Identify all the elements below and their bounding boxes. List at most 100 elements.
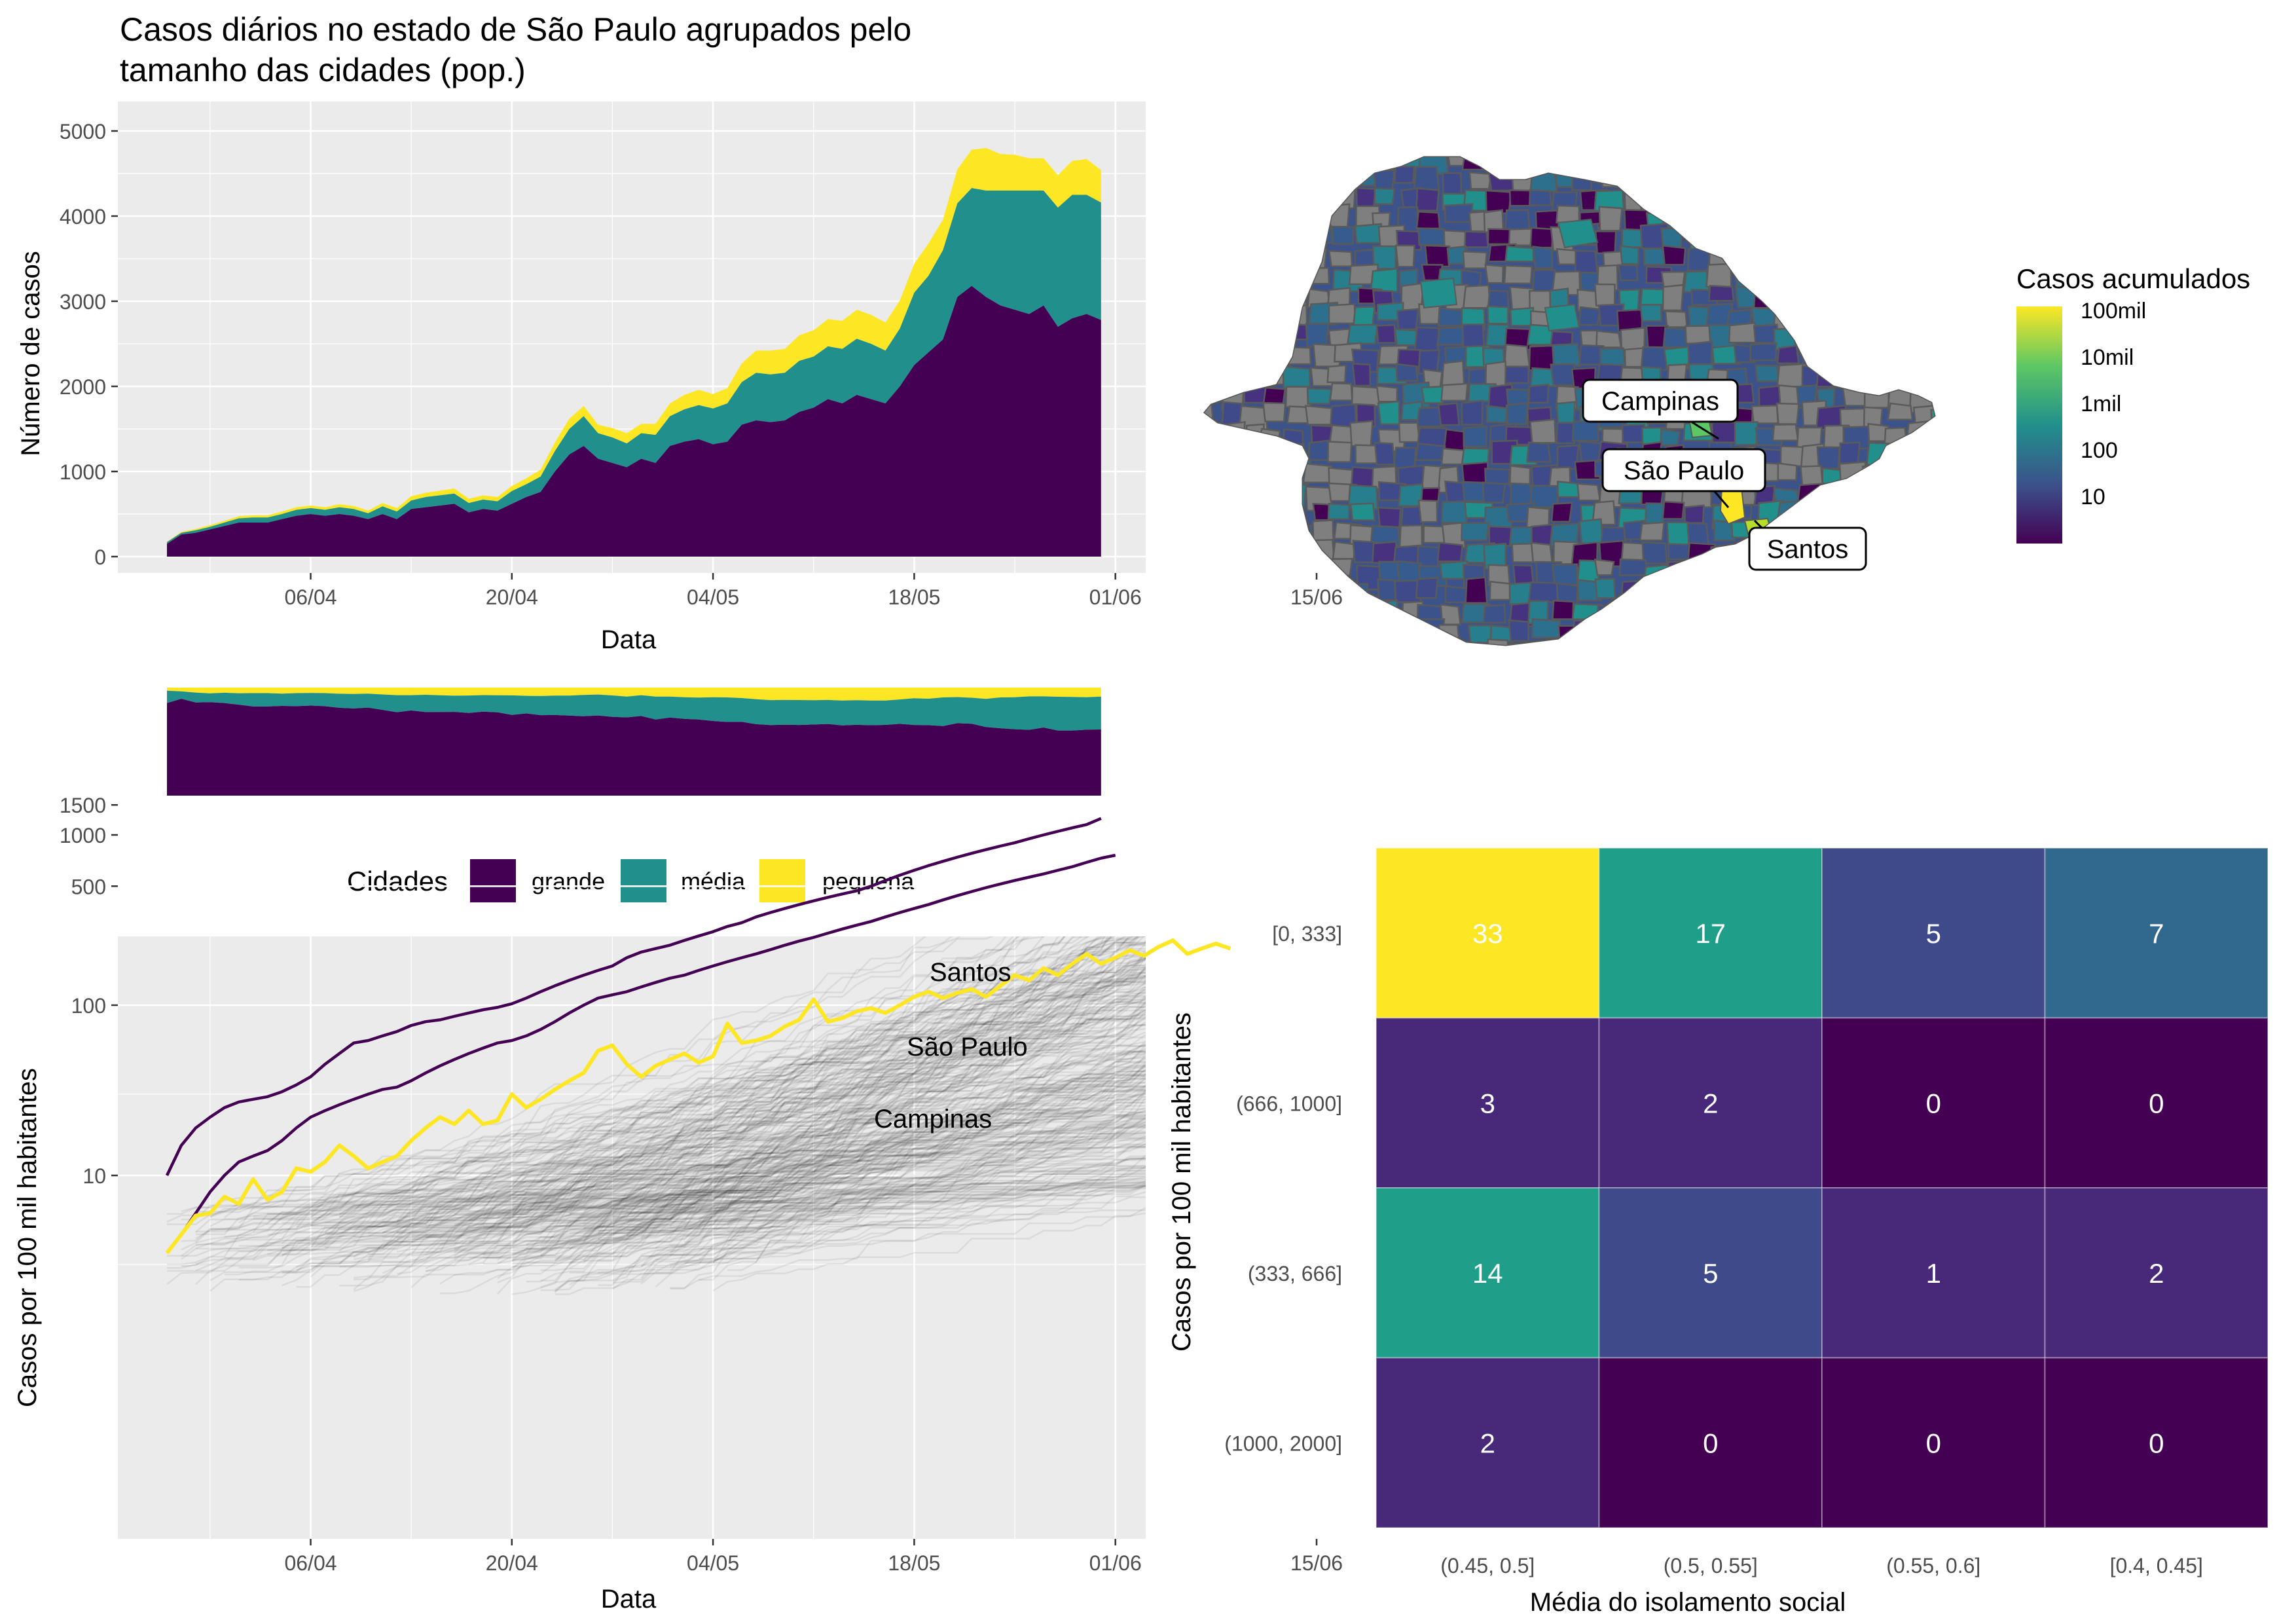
background-city-line [469, 1073, 1146, 1259]
background-city-line [224, 936, 1146, 1238]
municipality [1509, 642, 1531, 645]
y-tick-label: 3000 [60, 290, 106, 314]
municipality [1882, 562, 1906, 585]
municipality [1683, 563, 1708, 585]
background-city-line [612, 1158, 1146, 1221]
municipality [1594, 558, 1615, 576]
municipality [1795, 305, 1820, 331]
heatmap-y-tick-label: (666, 1000] [1236, 1092, 1342, 1115]
area-pequena [167, 148, 1101, 542]
municipality [1749, 250, 1778, 272]
municipality [1932, 363, 1935, 388]
municipality [1906, 343, 1929, 365]
municipality [1446, 644, 1471, 645]
municipality [1927, 461, 1935, 485]
municipality [1932, 598, 1935, 621]
municipality [1927, 284, 1935, 312]
municipality [1440, 382, 1468, 402]
municipality [1904, 525, 1935, 544]
background-city-line [181, 1124, 1146, 1260]
municipality [1436, 326, 1466, 346]
municipality [1645, 619, 1672, 637]
background-city-line [310, 968, 1146, 1247]
background-city-line [669, 1125, 1146, 1268]
heatmap-cell [2044, 1357, 2269, 1528]
municipality [1887, 641, 1914, 645]
strip-pequena [167, 688, 1101, 701]
municipality [1394, 166, 1415, 184]
background-city-line [325, 1021, 1146, 1224]
heatmap-y-tick-label: [0, 333] [1272, 922, 1342, 946]
background-city-line [454, 936, 1021, 1259]
background-city-line [598, 974, 1146, 1286]
y-tick-label: 4000 [60, 205, 106, 229]
background-city-line [497, 958, 1146, 1264]
municipality [1462, 284, 1491, 309]
background-city-line [310, 936, 1099, 1226]
background-city-line [282, 936, 1090, 1287]
background-city-line [511, 1077, 1146, 1264]
municipality [1503, 265, 1533, 285]
municipality [1687, 542, 1716, 560]
municipality [1772, 640, 1798, 645]
heatmap-cell-value: 0 [1926, 1428, 1941, 1458]
municipality [1594, 578, 1616, 599]
background-city-line [282, 936, 1133, 1256]
municipality [1912, 183, 1932, 208]
municipality [1733, 577, 1765, 602]
municipality [1931, 205, 1935, 227]
x-tick-label: 06/04 [284, 1551, 337, 1575]
background-city-line [397, 1002, 1146, 1222]
municipality [1556, 401, 1576, 425]
municipality [1931, 424, 1935, 449]
municipality [1772, 423, 1799, 441]
municipality [1287, 346, 1312, 365]
background-city-line [167, 1173, 1146, 1269]
municipality [1796, 243, 1824, 267]
municipality [1882, 285, 1911, 312]
municipality [1578, 306, 1601, 326]
municipality [1823, 343, 1852, 367]
background-city-line [195, 955, 1146, 1233]
line-santos [165, 817, 1102, 1176]
background-city-line [454, 1185, 1146, 1215]
municipality [1215, 642, 1238, 645]
municipality [1529, 227, 1554, 249]
municipality [1544, 303, 1580, 332]
municipality [1889, 340, 1913, 365]
x-tick-label: 06/04 [284, 585, 337, 609]
background-city-line [526, 1183, 1146, 1246]
municipality [1556, 204, 1580, 224]
municipality [1552, 599, 1575, 620]
municipality [1282, 365, 1311, 390]
municipality [1308, 564, 1330, 583]
municipality [1838, 172, 1860, 194]
background-city-line [238, 1001, 1146, 1269]
background-city-line [569, 1113, 1146, 1231]
municipality [1841, 268, 1863, 289]
municipality [1864, 365, 1887, 390]
municipality [1440, 603, 1461, 625]
background-city-line [210, 1186, 1146, 1282]
background-city-line [540, 1126, 1146, 1227]
background-city-line [597, 966, 1146, 1240]
municipality [1259, 203, 1283, 223]
background-city-line [267, 948, 1146, 1236]
background-city-line [684, 1124, 1146, 1243]
municipality [1909, 462, 1930, 485]
municipality [1415, 210, 1441, 230]
municipality [1643, 168, 1673, 193]
municipality [1749, 644, 1777, 645]
background-city-line [338, 936, 1014, 1264]
background-city-line [712, 1212, 1146, 1292]
y-tick-label: 2000 [60, 375, 106, 399]
background-city-line [468, 936, 1019, 1266]
municipality [1205, 348, 1222, 372]
municipality [1912, 168, 1935, 188]
background-city-line [253, 1181, 1146, 1217]
heatmap-x-tick-label: (0.55, 0.6] [1886, 1554, 1980, 1578]
municipality [1868, 170, 1898, 191]
municipality [1326, 364, 1347, 383]
municipality [1444, 585, 1468, 604]
background-city-line [627, 969, 1146, 1247]
